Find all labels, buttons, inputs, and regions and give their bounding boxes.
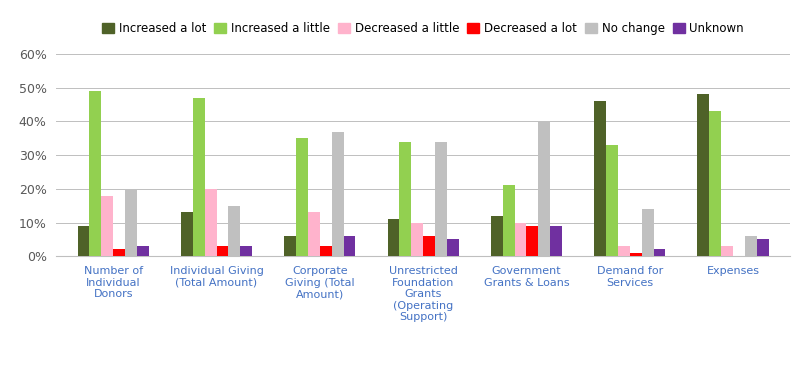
Bar (411, 223, 423, 256)
Bar (745, 236, 757, 256)
Bar (447, 239, 459, 256)
Bar (343, 236, 355, 256)
Bar (228, 206, 240, 256)
Bar (526, 226, 538, 256)
Bar (181, 212, 193, 256)
Bar (629, 253, 642, 256)
Bar (296, 138, 308, 256)
Bar (285, 236, 296, 256)
Bar (320, 246, 332, 256)
Bar (697, 94, 709, 256)
Bar (217, 246, 228, 256)
Bar (113, 250, 125, 256)
Bar (205, 189, 217, 256)
Bar (654, 250, 666, 256)
Bar (642, 209, 654, 256)
Bar (491, 216, 503, 256)
Bar (757, 239, 769, 256)
Bar (137, 246, 149, 256)
Bar (538, 122, 550, 256)
Bar (308, 212, 320, 256)
Bar (102, 195, 113, 256)
Bar (125, 189, 137, 256)
Bar (89, 91, 102, 256)
Bar (400, 142, 411, 256)
Bar (550, 226, 562, 256)
Bar (77, 226, 89, 256)
Bar (594, 101, 606, 256)
Bar (423, 236, 435, 256)
Legend: Increased a lot, Increased a little, Decreased a little, Decreased a lot, No cha: Increased a lot, Increased a little, Dec… (101, 20, 746, 36)
Bar (435, 142, 447, 256)
Bar (503, 186, 514, 256)
Bar (332, 131, 343, 256)
Bar (193, 98, 205, 256)
Bar (606, 145, 618, 256)
Bar (709, 111, 721, 256)
Bar (721, 246, 733, 256)
Bar (618, 246, 629, 256)
Bar (388, 219, 400, 256)
Bar (240, 246, 252, 256)
Bar (514, 223, 526, 256)
